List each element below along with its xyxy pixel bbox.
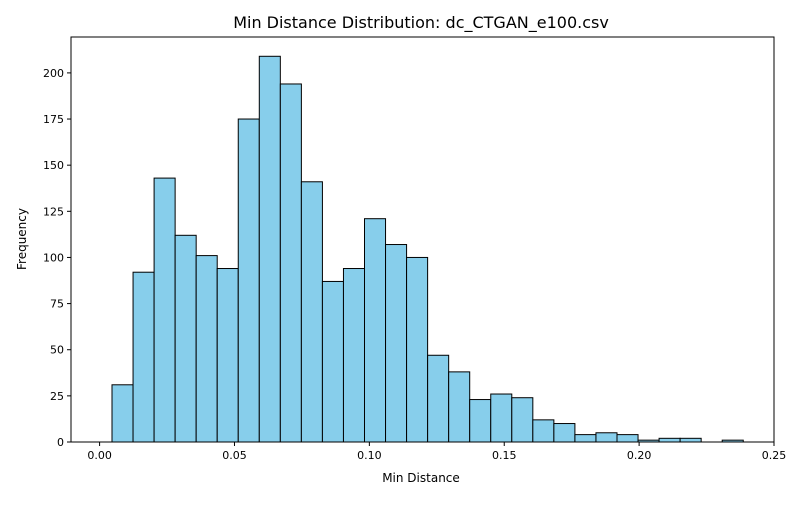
y-tick-label: 25 xyxy=(50,390,64,403)
histogram-bar xyxy=(111,384,134,443)
y-tick-label: 0 xyxy=(57,436,64,449)
y-tick-label: 150 xyxy=(43,159,64,172)
histogram-bar xyxy=(132,271,155,443)
histogram-bar xyxy=(279,83,302,443)
histogram-bar xyxy=(174,234,197,443)
y-tick-label: 50 xyxy=(50,344,64,357)
histogram-bar xyxy=(553,423,576,443)
y-tick-label: 200 xyxy=(43,67,64,80)
histogram-bar xyxy=(427,354,450,443)
y-tick-label: 125 xyxy=(43,205,64,218)
y-tick-label: 100 xyxy=(43,251,64,264)
histogram-bar xyxy=(300,181,323,443)
x-tick-label: 0.25 xyxy=(762,449,787,462)
histogram-bar xyxy=(616,434,639,443)
histogram-bar xyxy=(532,419,555,443)
x-tick-label: 0.10 xyxy=(357,449,382,462)
histogram-bar xyxy=(448,371,471,443)
chart-title: Min Distance Distribution: dc_CTGAN_e100… xyxy=(233,13,609,33)
bars-group xyxy=(111,55,744,443)
histogram-bar xyxy=(679,437,702,443)
histogram-bar xyxy=(490,393,513,443)
histogram-bar xyxy=(469,399,492,443)
x-tick-label: 0.00 xyxy=(87,449,112,462)
histogram-bar xyxy=(153,177,176,443)
plot-frame xyxy=(70,36,775,443)
x-axis-ticks: 0.00 0.05 0.10 0.15 0.20 0.25 xyxy=(87,442,786,462)
histogram-bar xyxy=(216,268,239,443)
histogram-bar xyxy=(385,244,408,443)
histogram-bar xyxy=(511,397,534,443)
histogram-bar xyxy=(364,218,387,443)
histogram-bar xyxy=(406,256,429,443)
histogram-bar xyxy=(237,118,260,443)
histogram-bar xyxy=(595,432,618,443)
histogram-bar xyxy=(658,437,681,443)
histogram-bar xyxy=(574,434,597,443)
x-tick-label: 0.15 xyxy=(492,449,517,462)
y-axis-ticks: 0 25 50 75 100 125 150 175 200 xyxy=(43,67,71,449)
histogram-bar xyxy=(195,255,218,443)
y-tick-label: 175 xyxy=(43,113,64,126)
y-tick-label: 75 xyxy=(50,298,64,311)
x-tick-label: 0.05 xyxy=(222,449,247,462)
histogram-bar xyxy=(342,268,365,443)
y-axis-label: Frequency xyxy=(15,208,29,270)
x-tick-label: 0.20 xyxy=(627,449,652,462)
histogram-bar xyxy=(321,280,344,443)
x-axis-label: Min Distance xyxy=(382,471,460,485)
histogram-bar xyxy=(258,55,281,443)
